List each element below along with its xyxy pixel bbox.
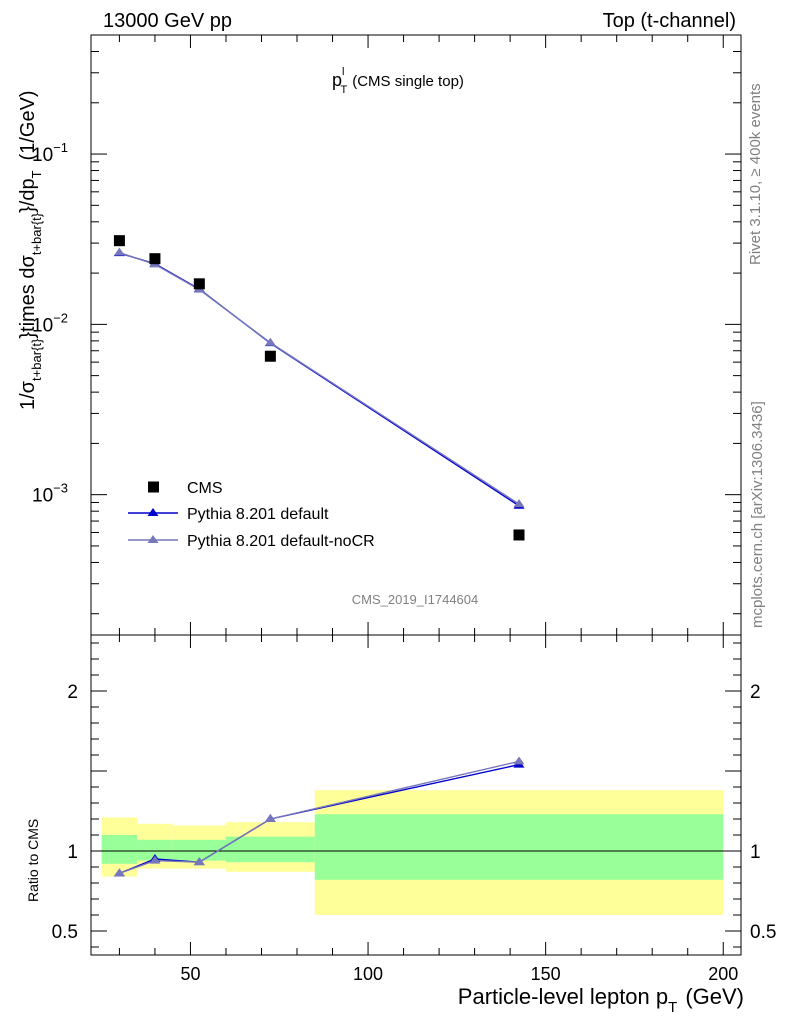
legend-label-1: Pythia 8.201 default bbox=[187, 506, 329, 523]
y-tick-label-ratio-right: 1 bbox=[750, 842, 761, 863]
series-marker-main-1 bbox=[264, 337, 276, 346]
y-tick-label-main: 10−3 bbox=[32, 481, 68, 507]
y-tick-label-main: 10−2 bbox=[32, 310, 68, 336]
plot-title: pl T (CMS single top) bbox=[332, 66, 464, 96]
series-marker-main-1 bbox=[513, 499, 525, 508]
cms-data-point bbox=[513, 529, 525, 541]
header-right: Top (t-channel) bbox=[603, 10, 736, 32]
series-marker-ratio-1 bbox=[149, 855, 161, 864]
series-marker-ratio-1 bbox=[113, 868, 125, 877]
series-marker-main-1 bbox=[113, 247, 125, 256]
legend: CMS Pythia 8.201 default Pythia 8.201 defa… bbox=[128, 480, 375, 550]
series-marker-ratio-1 bbox=[193, 857, 205, 866]
inner-band-4 bbox=[314, 814, 724, 880]
series-marker-ratio-1 bbox=[264, 814, 276, 822]
y-tick-label-ratio-left: 1 bbox=[67, 842, 78, 863]
main-y-axis-label: 1/σt+bar{t}}times dσt+bar{t}}/dpT(1/GeV) bbox=[17, 90, 44, 410]
plot-frames bbox=[90, 34, 742, 956]
x-axis-label: Particle-level lepton pT (GeV) bbox=[458, 984, 744, 1016]
ratio-uncertainty-bands bbox=[101, 790, 724, 915]
axis-tick-labels: 50 100 150 200 10−1 10−2 10−3 0.5 0.5 1 1 2 2 bbox=[32, 140, 776, 984]
legend-marker-1 bbox=[147, 508, 159, 516]
inner-band-2 bbox=[172, 839, 226, 861]
y-tick-label-ratio-right: 2 bbox=[750, 682, 761, 703]
y-tick-label-ratio-left: 0.5 bbox=[52, 922, 78, 943]
series-marker-ratio-1 bbox=[513, 756, 525, 765]
inner-band-0 bbox=[101, 835, 138, 864]
x-tick-label: 150 bbox=[531, 964, 561, 984]
legend-label-0: CMS bbox=[187, 480, 223, 497]
y-tick-label-ratio-right: 0.5 bbox=[750, 922, 776, 943]
series-line-main-0 bbox=[119, 252, 520, 507]
header-left: 13000 GeV pp bbox=[103, 10, 232, 32]
cms-data-point bbox=[264, 350, 276, 362]
cms-data-point bbox=[113, 235, 125, 247]
y-tick-label-ratio-left: 2 bbox=[67, 682, 78, 703]
x-tick-label: 200 bbox=[708, 964, 738, 984]
cms-data-point bbox=[193, 278, 205, 290]
ratio-plot-frame bbox=[90, 634, 742, 956]
y-tick-label-main: 10−1 bbox=[32, 140, 68, 166]
rivet-label: Rivet 3.1.10, ≥ 400k events bbox=[747, 83, 764, 265]
x-tick-label: 100 bbox=[353, 964, 383, 984]
cms-data-point bbox=[149, 253, 161, 265]
plot-series bbox=[113, 235, 525, 877]
inner-band-1 bbox=[137, 839, 173, 861]
x-tick-label: 50 bbox=[180, 964, 200, 984]
inner-band-3 bbox=[225, 836, 315, 863]
axis-ticks bbox=[91, 34, 741, 955]
mcplots-label: mcplots.cern.ch [arXiv:1306.3436] bbox=[749, 401, 766, 628]
legend-marker-2 bbox=[147, 535, 159, 543]
ratio-y-axis-label: Ratio to CMS bbox=[25, 819, 41, 902]
legend-marker-cms bbox=[148, 481, 159, 493]
analysis-id: CMS_2019_I1744604 bbox=[352, 592, 479, 607]
legend-label-2: Pythia 8.201 default-noCR bbox=[187, 533, 375, 550]
